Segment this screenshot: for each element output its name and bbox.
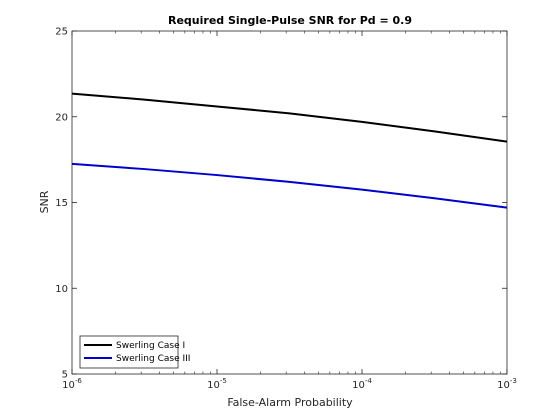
legend: Swerling Case I Swerling Case III <box>79 335 190 369</box>
legend-label-swerling-case-i: Swerling Case I <box>116 341 185 351</box>
series-line-swerling-case-i <box>71 92 508 143</box>
y-tick-label: 25 <box>55 27 68 38</box>
legend-label-swerling-case-iii: Swerling Case III <box>116 354 190 364</box>
axes-box <box>71 30 508 375</box>
x-tick-label: 10-6 <box>62 377 82 391</box>
y-axis-ticks: 5 10 15 20 25 <box>55 27 507 381</box>
y-axis-label: SNR <box>38 190 51 213</box>
chart-title: Required Single-Pulse SNR for Pd = 0.9 <box>168 14 412 27</box>
x-axis-label: False-Alarm Probability <box>227 396 353 409</box>
y-tick-label: 10 <box>55 284 68 295</box>
y-tick-label: 15 <box>55 198 68 209</box>
y-tick-label: 20 <box>55 112 68 123</box>
series-layer <box>71 92 508 209</box>
y-tick-label: 5 <box>62 370 68 381</box>
x-axis-ticks: 10-6 10-5 10-4 10-3 <box>62 31 517 391</box>
x-tick-label: 10-4 <box>352 377 372 391</box>
legend-box <box>79 335 179 369</box>
plot-area <box>71 30 508 375</box>
x-tick-label: 10-3 <box>497 377 517 391</box>
x-tick-label: 10-5 <box>207 377 227 391</box>
series-line-swerling-case-iii <box>71 162 508 209</box>
